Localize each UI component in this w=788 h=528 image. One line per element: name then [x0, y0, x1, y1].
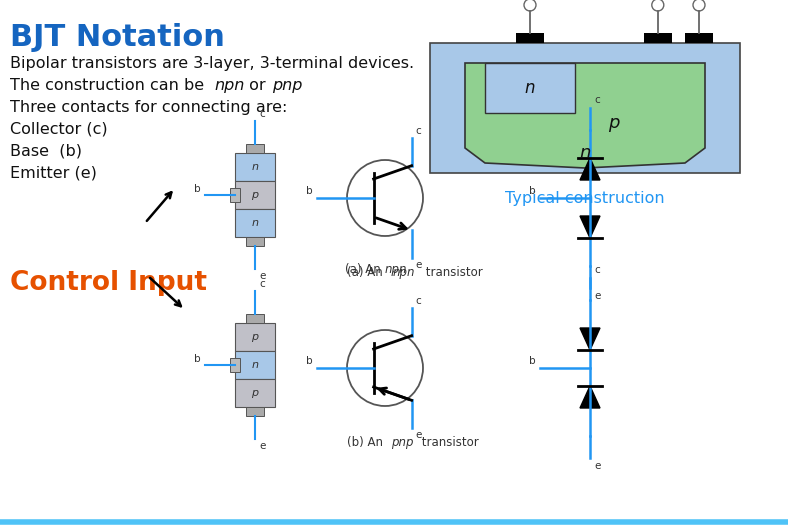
Circle shape — [524, 0, 536, 11]
Circle shape — [693, 0, 705, 11]
Text: b: b — [530, 356, 536, 366]
Text: Base  (b): Base (b) — [10, 144, 82, 159]
Text: c: c — [259, 279, 265, 289]
Bar — [246, 314, 264, 323]
Bar — [246, 237, 264, 246]
Text: e: e — [259, 441, 266, 451]
Circle shape — [652, 0, 663, 11]
Bar — [235, 379, 275, 407]
Text: npn: npn — [385, 263, 407, 276]
Bar — [230, 188, 240, 202]
Text: n: n — [579, 144, 591, 162]
Text: Collector (c): Collector (c) — [10, 122, 108, 137]
Text: e: e — [415, 430, 422, 440]
Bar — [235, 351, 275, 379]
Polygon shape — [580, 158, 600, 180]
Circle shape — [347, 160, 423, 236]
Text: p: p — [251, 388, 258, 398]
Text: e: e — [259, 271, 266, 281]
Bar — [644, 33, 672, 43]
Bar — [235, 323, 275, 351]
Text: pnp: pnp — [272, 78, 303, 93]
Text: npn: npn — [214, 78, 244, 93]
Text: b: b — [195, 184, 201, 194]
Text: (b) An: (b) An — [347, 436, 387, 449]
Text: transistor: transistor — [422, 266, 483, 279]
Bar — [485, 63, 575, 113]
Text: c: c — [594, 265, 600, 275]
Text: transistor: transistor — [418, 436, 479, 449]
Bar — [685, 33, 713, 43]
Bar — [235, 181, 275, 209]
PathPatch shape — [465, 63, 705, 168]
Text: p: p — [251, 190, 258, 200]
Text: or: or — [244, 78, 271, 93]
Circle shape — [347, 330, 423, 406]
Text: p: p — [608, 114, 619, 132]
Text: Control Input: Control Input — [10, 270, 207, 296]
Polygon shape — [580, 386, 600, 408]
Text: c: c — [415, 296, 422, 306]
Bar — [235, 209, 275, 237]
Text: BJT Notation: BJT Notation — [10, 23, 225, 52]
Bar — [246, 407, 264, 416]
Polygon shape — [580, 328, 600, 350]
Text: n: n — [251, 360, 258, 370]
Text: n: n — [251, 162, 258, 172]
Bar — [430, 43, 740, 173]
Text: (a) An: (a) An — [347, 266, 386, 279]
Text: Three contacts for connecting are:: Three contacts for connecting are: — [10, 100, 288, 115]
Text: Bipolar transistors are 3-layer, 3-terminal devices.: Bipolar transistors are 3-layer, 3-termi… — [10, 56, 414, 71]
Text: c: c — [415, 126, 422, 136]
Text: c: c — [259, 109, 265, 119]
Bar — [246, 144, 264, 153]
Text: e: e — [594, 461, 600, 471]
Text: Emitter (e): Emitter (e) — [10, 166, 97, 181]
Text: n: n — [525, 79, 535, 97]
Text: b: b — [307, 356, 313, 366]
Text: pnp: pnp — [391, 436, 414, 449]
Text: (a) An: (a) An — [345, 263, 385, 276]
Text: b: b — [530, 186, 536, 196]
Text: n: n — [251, 218, 258, 228]
Text: p: p — [251, 332, 258, 342]
Polygon shape — [580, 216, 600, 238]
Text: b: b — [195, 354, 201, 364]
Text: e: e — [415, 260, 422, 270]
Text: c: c — [594, 95, 600, 105]
Bar — [230, 358, 240, 372]
Text: Typical construction: Typical construction — [505, 191, 665, 206]
Text: The construction can be: The construction can be — [10, 78, 210, 93]
Text: b: b — [307, 186, 313, 196]
Bar — [516, 33, 544, 43]
Text: npn: npn — [393, 266, 415, 279]
Text: e: e — [594, 291, 600, 301]
Bar — [235, 153, 275, 181]
